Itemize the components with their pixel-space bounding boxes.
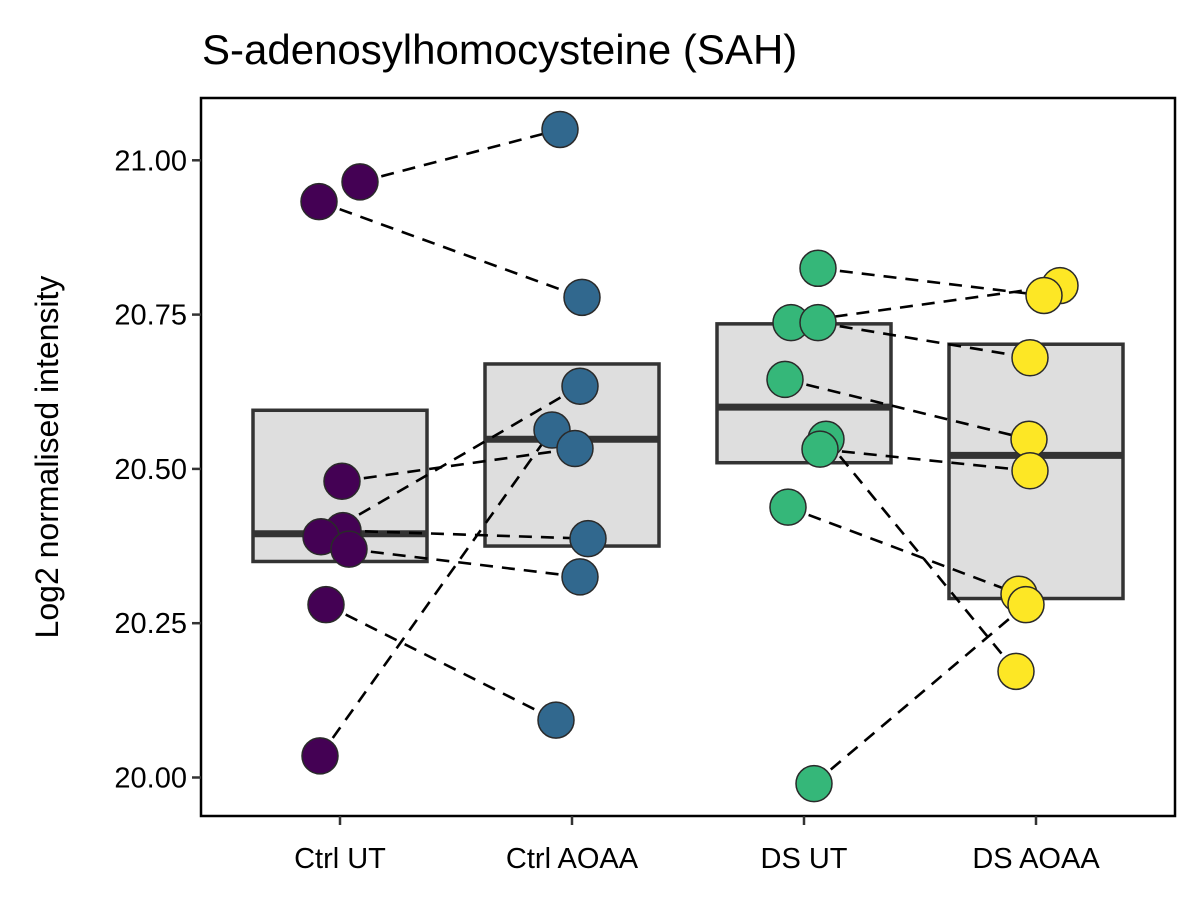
x-axis: Ctrl UT Ctrl AOAA DS UT DS AOAA	[294, 816, 1100, 875]
x-tick-label: DS UT	[761, 843, 848, 875]
paired-lines-layer	[318, 128, 1061, 785]
x-tick-label: DS AOAA	[972, 843, 1100, 875]
y-tick-label: 21.00	[114, 145, 187, 177]
data-point-ds-aoaa	[1011, 339, 1049, 377]
pair-line	[784, 378, 1030, 441]
data-point-ds-aoaa	[1007, 585, 1045, 624]
y-axis-title: Log2 normalised intensity	[29, 276, 65, 639]
x-tick-label: Ctrl AOAA	[506, 843, 639, 875]
data-point-ctrl-ut	[341, 163, 379, 201]
y-axis: 20.00 20.25 20.50 20.75 21.00	[114, 145, 201, 795]
pair-line	[817, 321, 1031, 360]
data-point-ctrl-aoaa	[561, 367, 599, 405]
pair-line	[318, 429, 554, 757]
data-point-ctrl-ut	[307, 585, 345, 624]
pair-line	[320, 385, 581, 538]
chart-title: S-adenosylhomocysteine (SAH)	[202, 26, 797, 73]
y-tick-label: 20.75	[114, 300, 187, 332]
data-point-ds-ut	[766, 360, 804, 399]
y-tick-label: 20.00	[114, 763, 187, 795]
data-point-ctrl-aoaa	[569, 519, 607, 558]
pair-line	[813, 603, 1027, 785]
data-point-ctrl-aoaa	[537, 701, 575, 739]
data-point-ds-aoaa	[1025, 276, 1063, 315]
data-point-ctrl-ut	[330, 530, 368, 568]
pair-line	[359, 128, 561, 184]
pair-line	[790, 284, 1061, 324]
pair-line	[787, 505, 1020, 596]
data-point-ds-aoaa	[997, 652, 1035, 691]
y-tick-label: 20.50	[114, 454, 187, 486]
data-point-ds-ut	[799, 303, 837, 342]
data-point-ds-ut	[801, 430, 839, 468]
data-point-ds-ut	[769, 488, 807, 526]
x-tick-label: Ctrl UT	[294, 843, 386, 875]
y-tick-label: 20.25	[114, 608, 187, 640]
pair-line	[341, 447, 576, 483]
data-point-ds-ut	[799, 249, 837, 288]
pair-line	[824, 438, 1018, 673]
pair-line	[318, 200, 583, 299]
data-point-ctrl-aoaa	[541, 110, 579, 149]
data-point-ds-aoaa	[1011, 452, 1049, 490]
data-point-ctrl-aoaa	[563, 278, 601, 317]
pair-line	[342, 529, 589, 540]
data-point-ctrl-aoaa	[561, 558, 599, 596]
pair-line	[348, 547, 581, 579]
data-point-ctrl-ut	[323, 462, 361, 500]
pair-line	[817, 267, 1045, 297]
data-point-ctrl-ut	[300, 182, 338, 221]
data-point-ctrl-ut	[301, 737, 339, 775]
points-layer	[300, 110, 1079, 803]
data-point-ds-aoaa	[1010, 420, 1048, 459]
data-point-ctrl-aoaa	[556, 429, 594, 468]
data-point-ds-ut	[795, 764, 833, 803]
